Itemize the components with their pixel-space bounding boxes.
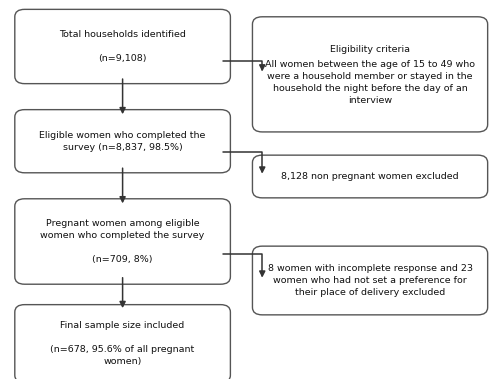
Text: 8 women with incomplete response and 23
women who had not set a preference for
t: 8 women with incomplete response and 23 … [268,264,472,297]
FancyBboxPatch shape [15,110,231,173]
Text: Final sample size included

(n=678, 95.6% of all pregnant
women): Final sample size included (n=678, 95.6%… [50,321,195,366]
FancyBboxPatch shape [252,246,488,315]
FancyBboxPatch shape [252,17,488,132]
Text: 8,128 non pregnant women excluded: 8,128 non pregnant women excluded [281,172,459,181]
FancyBboxPatch shape [15,305,231,379]
FancyBboxPatch shape [15,9,231,84]
FancyBboxPatch shape [252,155,488,198]
FancyBboxPatch shape [15,199,231,284]
Text: All women between the age of 15 to 49 who
were a household member or stayed in t: All women between the age of 15 to 49 wh… [265,60,475,105]
Text: Pregnant women among eligible
women who completed the survey

(n=709, 8%): Pregnant women among eligible women who … [40,219,204,264]
Text: Eligible women who completed the
survey (n=8,837, 98.5%): Eligible women who completed the survey … [40,131,206,152]
Text: Eligibility criteria: Eligibility criteria [330,45,410,54]
Text: Total households identified

(n=9,108): Total households identified (n=9,108) [59,30,186,63]
